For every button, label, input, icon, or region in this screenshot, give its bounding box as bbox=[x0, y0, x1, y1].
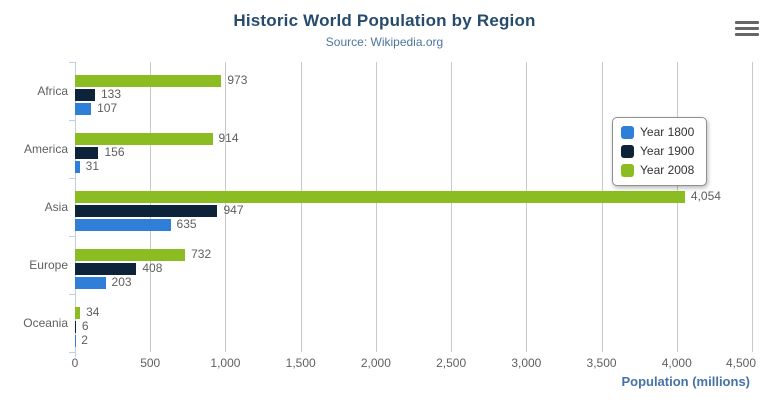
x-axis-label: 0 bbox=[71, 356, 79, 370]
category-row-america: America 914 156 31 bbox=[24, 120, 752, 178]
bar-africa-year-2008[interactable] bbox=[75, 75, 222, 87]
bar-america-year-1900[interactable] bbox=[75, 147, 99, 159]
x-axis-label: 3,000 bbox=[511, 356, 542, 370]
x-axis-label: 4,500 bbox=[725, 356, 756, 370]
legend-label: Year 1800 bbox=[640, 125, 695, 139]
bar-asia-year-1900[interactable] bbox=[75, 205, 218, 217]
category-label: Europe bbox=[29, 258, 68, 272]
bar-value-label: 133 bbox=[101, 87, 122, 101]
x-axis-title: Population (millions) bbox=[621, 374, 750, 389]
gridline-4000 bbox=[676, 62, 678, 352]
y-axis-tick bbox=[69, 62, 75, 63]
x-axis-label: 4,000 bbox=[661, 356, 692, 370]
bar-value-label: 107 bbox=[97, 101, 118, 115]
hamburger-bar bbox=[735, 27, 759, 30]
bar-america-year-1800[interactable] bbox=[75, 161, 80, 173]
bar-africa-year-1800[interactable] bbox=[75, 103, 92, 115]
bar-value-label: 408 bbox=[142, 261, 163, 275]
x-axis-label: 2,000 bbox=[360, 356, 391, 370]
gridline-4500 bbox=[752, 62, 753, 352]
plot-area: Africa 973 133 107 America 914 156 31 Asia 4,054 9… bbox=[23, 62, 756, 370]
bar-europe-year-2008[interactable] bbox=[75, 249, 186, 261]
legend-item-year-2008[interactable]: Year 2008 bbox=[621, 163, 694, 178]
bar-value-label: 2 bbox=[81, 333, 88, 347]
bar-value-label: 947 bbox=[223, 203, 244, 217]
bar-value-label: 635 bbox=[176, 217, 197, 231]
bar-asia-year-1800[interactable] bbox=[75, 219, 171, 231]
gridline-3000 bbox=[526, 62, 528, 352]
legend-item-year-1800[interactable]: Year 1800 bbox=[621, 125, 694, 140]
x-axis-label: 500 bbox=[140, 356, 161, 370]
y-axis-tick bbox=[69, 294, 75, 295]
bar-value-label: 914 bbox=[218, 131, 239, 145]
bar-value-label: 34 bbox=[86, 305, 100, 319]
gridline-2500 bbox=[451, 62, 453, 352]
chart-title: Historic World Population by Region bbox=[233, 11, 536, 30]
y-axis-tick bbox=[69, 352, 75, 353]
category-label: Asia bbox=[44, 200, 68, 214]
bar-africa-year-1900[interactable] bbox=[75, 89, 95, 101]
category-row-asia: Asia 4,054 947 635 bbox=[45, 178, 752, 236]
bar-america-year-2008[interactable] bbox=[75, 133, 213, 145]
bar-value-label: 203 bbox=[111, 275, 132, 289]
gridline-3500 bbox=[601, 62, 603, 352]
legend-swatch-icon bbox=[621, 145, 634, 158]
bar-europe-year-1800[interactable] bbox=[75, 277, 106, 289]
bar-asia-year-2008[interactable] bbox=[75, 191, 685, 203]
bar-value-label: 973 bbox=[227, 73, 248, 87]
chart-subtitle: Source: Wikipedia.org bbox=[325, 35, 444, 49]
x-axis-label: 1,500 bbox=[285, 356, 316, 370]
hamburger-bar bbox=[735, 21, 759, 24]
legend-swatch-icon bbox=[621, 126, 634, 139]
legend-item-year-1900[interactable]: Year 1900 bbox=[621, 144, 694, 159]
legend-label: Year 1900 bbox=[640, 144, 695, 158]
legend-label: Year 2008 bbox=[640, 163, 695, 177]
hamburger-icon[interactable] bbox=[735, 21, 759, 36]
bar-value-label: 4,054 bbox=[690, 189, 721, 203]
bar-value-label: 732 bbox=[191, 247, 212, 261]
y-axis-tick bbox=[69, 178, 75, 179]
bar-value-label: 31 bbox=[85, 159, 100, 173]
hamburger-bar bbox=[735, 33, 759, 36]
legend: Year 1800 Year 1900 Year 2008 bbox=[612, 117, 708, 186]
y-axis-tick bbox=[69, 236, 75, 237]
x-axis-label: 3,500 bbox=[586, 356, 617, 370]
category-row-europe: Europe 732 408 203 bbox=[29, 236, 752, 294]
category-row-oceania: Oceania 34 6 2 bbox=[23, 294, 752, 352]
category-label: Oceania bbox=[23, 316, 68, 330]
x-axis-label: 1,000 bbox=[210, 356, 241, 370]
bar-value-label: 156 bbox=[104, 145, 125, 159]
gridline-2000 bbox=[375, 62, 377, 352]
gridline-1000 bbox=[225, 62, 227, 352]
bar-europe-year-1900[interactable] bbox=[75, 263, 137, 275]
bar-oceania-year-2008[interactable] bbox=[75, 307, 81, 319]
bar-value-label: 6 bbox=[81, 319, 89, 333]
legend-swatch-icon bbox=[621, 164, 634, 177]
category-row-africa: Africa 973 133 107 bbox=[37, 62, 752, 120]
bar-oceania-year-1900[interactable] bbox=[75, 321, 76, 333]
category-label: Africa bbox=[37, 84, 68, 98]
gridline-1500 bbox=[300, 62, 302, 352]
y-axis-tick bbox=[69, 120, 75, 121]
x-axis-label: 2,500 bbox=[436, 356, 467, 370]
category-label: America bbox=[23, 142, 68, 156]
